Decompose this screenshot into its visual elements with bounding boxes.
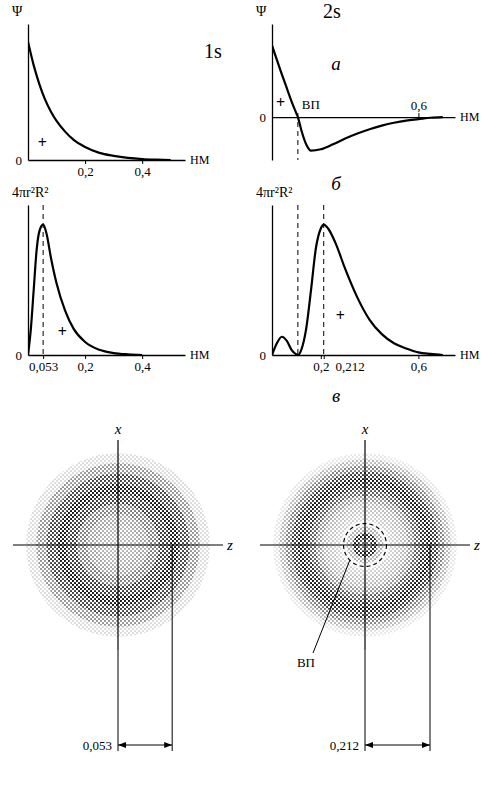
extension-line (430, 545, 431, 751)
curve (272, 225, 443, 355)
panel: 0,2 0,4 0 Ψ НМ +1s (12, 4, 222, 179)
x-tick-label: 0,053 (29, 359, 58, 374)
panel-title: 2s (323, 0, 341, 22)
tick: 0,053 (29, 355, 58, 374)
extension-line (172, 545, 173, 751)
x-tick-label: 0,4 (135, 359, 152, 374)
node-leader (313, 560, 350, 653)
tick: 0,6 (411, 355, 428, 374)
node-label: ВП (302, 97, 320, 112)
axis-line (272, 206, 273, 356)
x-axis: 0,2 0,212 0,6 (273, 355, 456, 374)
y-axis: 0 (260, 206, 273, 363)
x-axis-title: НМ (460, 110, 480, 124)
y-axis-title: Ψ (12, 4, 23, 19)
sign-label: + (276, 94, 285, 111)
x-axis-title: НМ (460, 348, 480, 362)
tick: 0 (260, 348, 273, 363)
panel: 0,2 0,212 0,6 0 4πr²R² НМ + б (256, 173, 480, 374)
axis-line (273, 117, 456, 118)
tick: 0,2 (313, 355, 329, 374)
panel: 0,6 0 Ψ НМ ВП +2s а (256, 0, 480, 161)
plot-area (272, 45, 443, 160)
panel-letter: б (331, 173, 342, 194)
dimension-label: 0,212 (330, 738, 359, 753)
x-tick-mark (324, 355, 325, 359)
axis-line (273, 355, 456, 356)
extension-line (365, 650, 366, 751)
y-tick-label: 0 (260, 110, 267, 125)
y-tick-label: 0 (16, 348, 23, 363)
x-axis-title: НМ (190, 153, 210, 167)
x-axis: 0,053 0,2 0,4 (29, 355, 186, 374)
curve (272, 45, 443, 150)
x-axis: 0,6 (273, 98, 456, 118)
dimension-arrow (118, 745, 172, 746)
tick: 0,2 (77, 355, 93, 374)
node-label: ВП (297, 655, 315, 670)
tick: 0 (260, 110, 273, 125)
vertical-axis-title: x (361, 421, 369, 437)
panel-letter: а (331, 53, 341, 74)
figure: 0,2 0,4 0 Ψ НМ +1s 0,6 0 Ψ НМ ВП +2s а 0,053 0,2 0,4 0 4π… (0, 0, 491, 787)
y-tick-label: 0 (260, 348, 267, 363)
x-tick-label: 0,2 (77, 359, 93, 374)
tick: 0 (16, 348, 29, 363)
tick: 0,4 (135, 355, 152, 374)
tick: 0,4 (135, 160, 152, 179)
x-tick-label: 0,6 (411, 98, 428, 113)
panel: 0,053 0,2 0,4 0 4πr²R² НМ + (12, 185, 210, 374)
dimension-label: 0,053 (83, 738, 112, 753)
x-tick-label: 0,2 (313, 359, 329, 374)
plot-area (272, 205, 443, 355)
axis-line (28, 25, 29, 161)
y-axis: 0 (260, 25, 273, 161)
panel-letter: в (332, 385, 340, 406)
curve (28, 225, 142, 355)
y-axis: 0 (16, 206, 29, 363)
tick: 0,212 (324, 355, 364, 374)
panel: x z ВП 0,212 в (260, 385, 480, 753)
node-circle (344, 524, 387, 567)
tick: 0 (16, 153, 29, 168)
tick: 0,2 (77, 160, 93, 179)
x-tick-mark (418, 113, 419, 117)
axis-line (29, 355, 186, 356)
guide-line (43, 205, 44, 355)
panel: x z 0,053 (13, 421, 233, 753)
guide-line (297, 205, 298, 355)
x-tick-label: 0,2 (77, 164, 93, 179)
x-axis: 0,2 0,4 (29, 160, 186, 179)
x-axis-title: НМ (190, 348, 210, 362)
plot-area (28, 205, 142, 355)
y-axis-title: 4πr²R² (12, 185, 48, 200)
y-axis-title: 4πr²R² (256, 185, 292, 200)
y-axis-title: Ψ (256, 4, 267, 19)
tick: 0,6 (411, 98, 428, 117)
y-tick-label: 0 (16, 153, 23, 168)
sign-label: + (336, 307, 345, 324)
axis-line (364, 440, 365, 650)
x-tick-label: 0,6 (411, 359, 428, 374)
sign-label: + (38, 134, 47, 151)
axis-line (272, 25, 273, 161)
plot-area (28, 42, 171, 160)
curve (28, 42, 171, 160)
horizontal-axis-title: z (473, 537, 480, 553)
axis-line (29, 160, 186, 161)
panel-title: 1s (204, 40, 222, 62)
x-tick-label: 0,4 (135, 164, 152, 179)
background (0, 0, 491, 787)
x-tick-label: 0,212 (335, 359, 364, 374)
axis-line (117, 440, 118, 650)
guide-line (323, 205, 324, 355)
dimension-arrow (365, 745, 430, 746)
axis-line (28, 206, 29, 356)
extension-line (118, 650, 119, 751)
vertical-axis-title: x (114, 421, 122, 437)
horizontal-axis-title: z (226, 537, 233, 553)
y-axis: 0 (16, 25, 29, 168)
sign-label: + (58, 323, 67, 340)
